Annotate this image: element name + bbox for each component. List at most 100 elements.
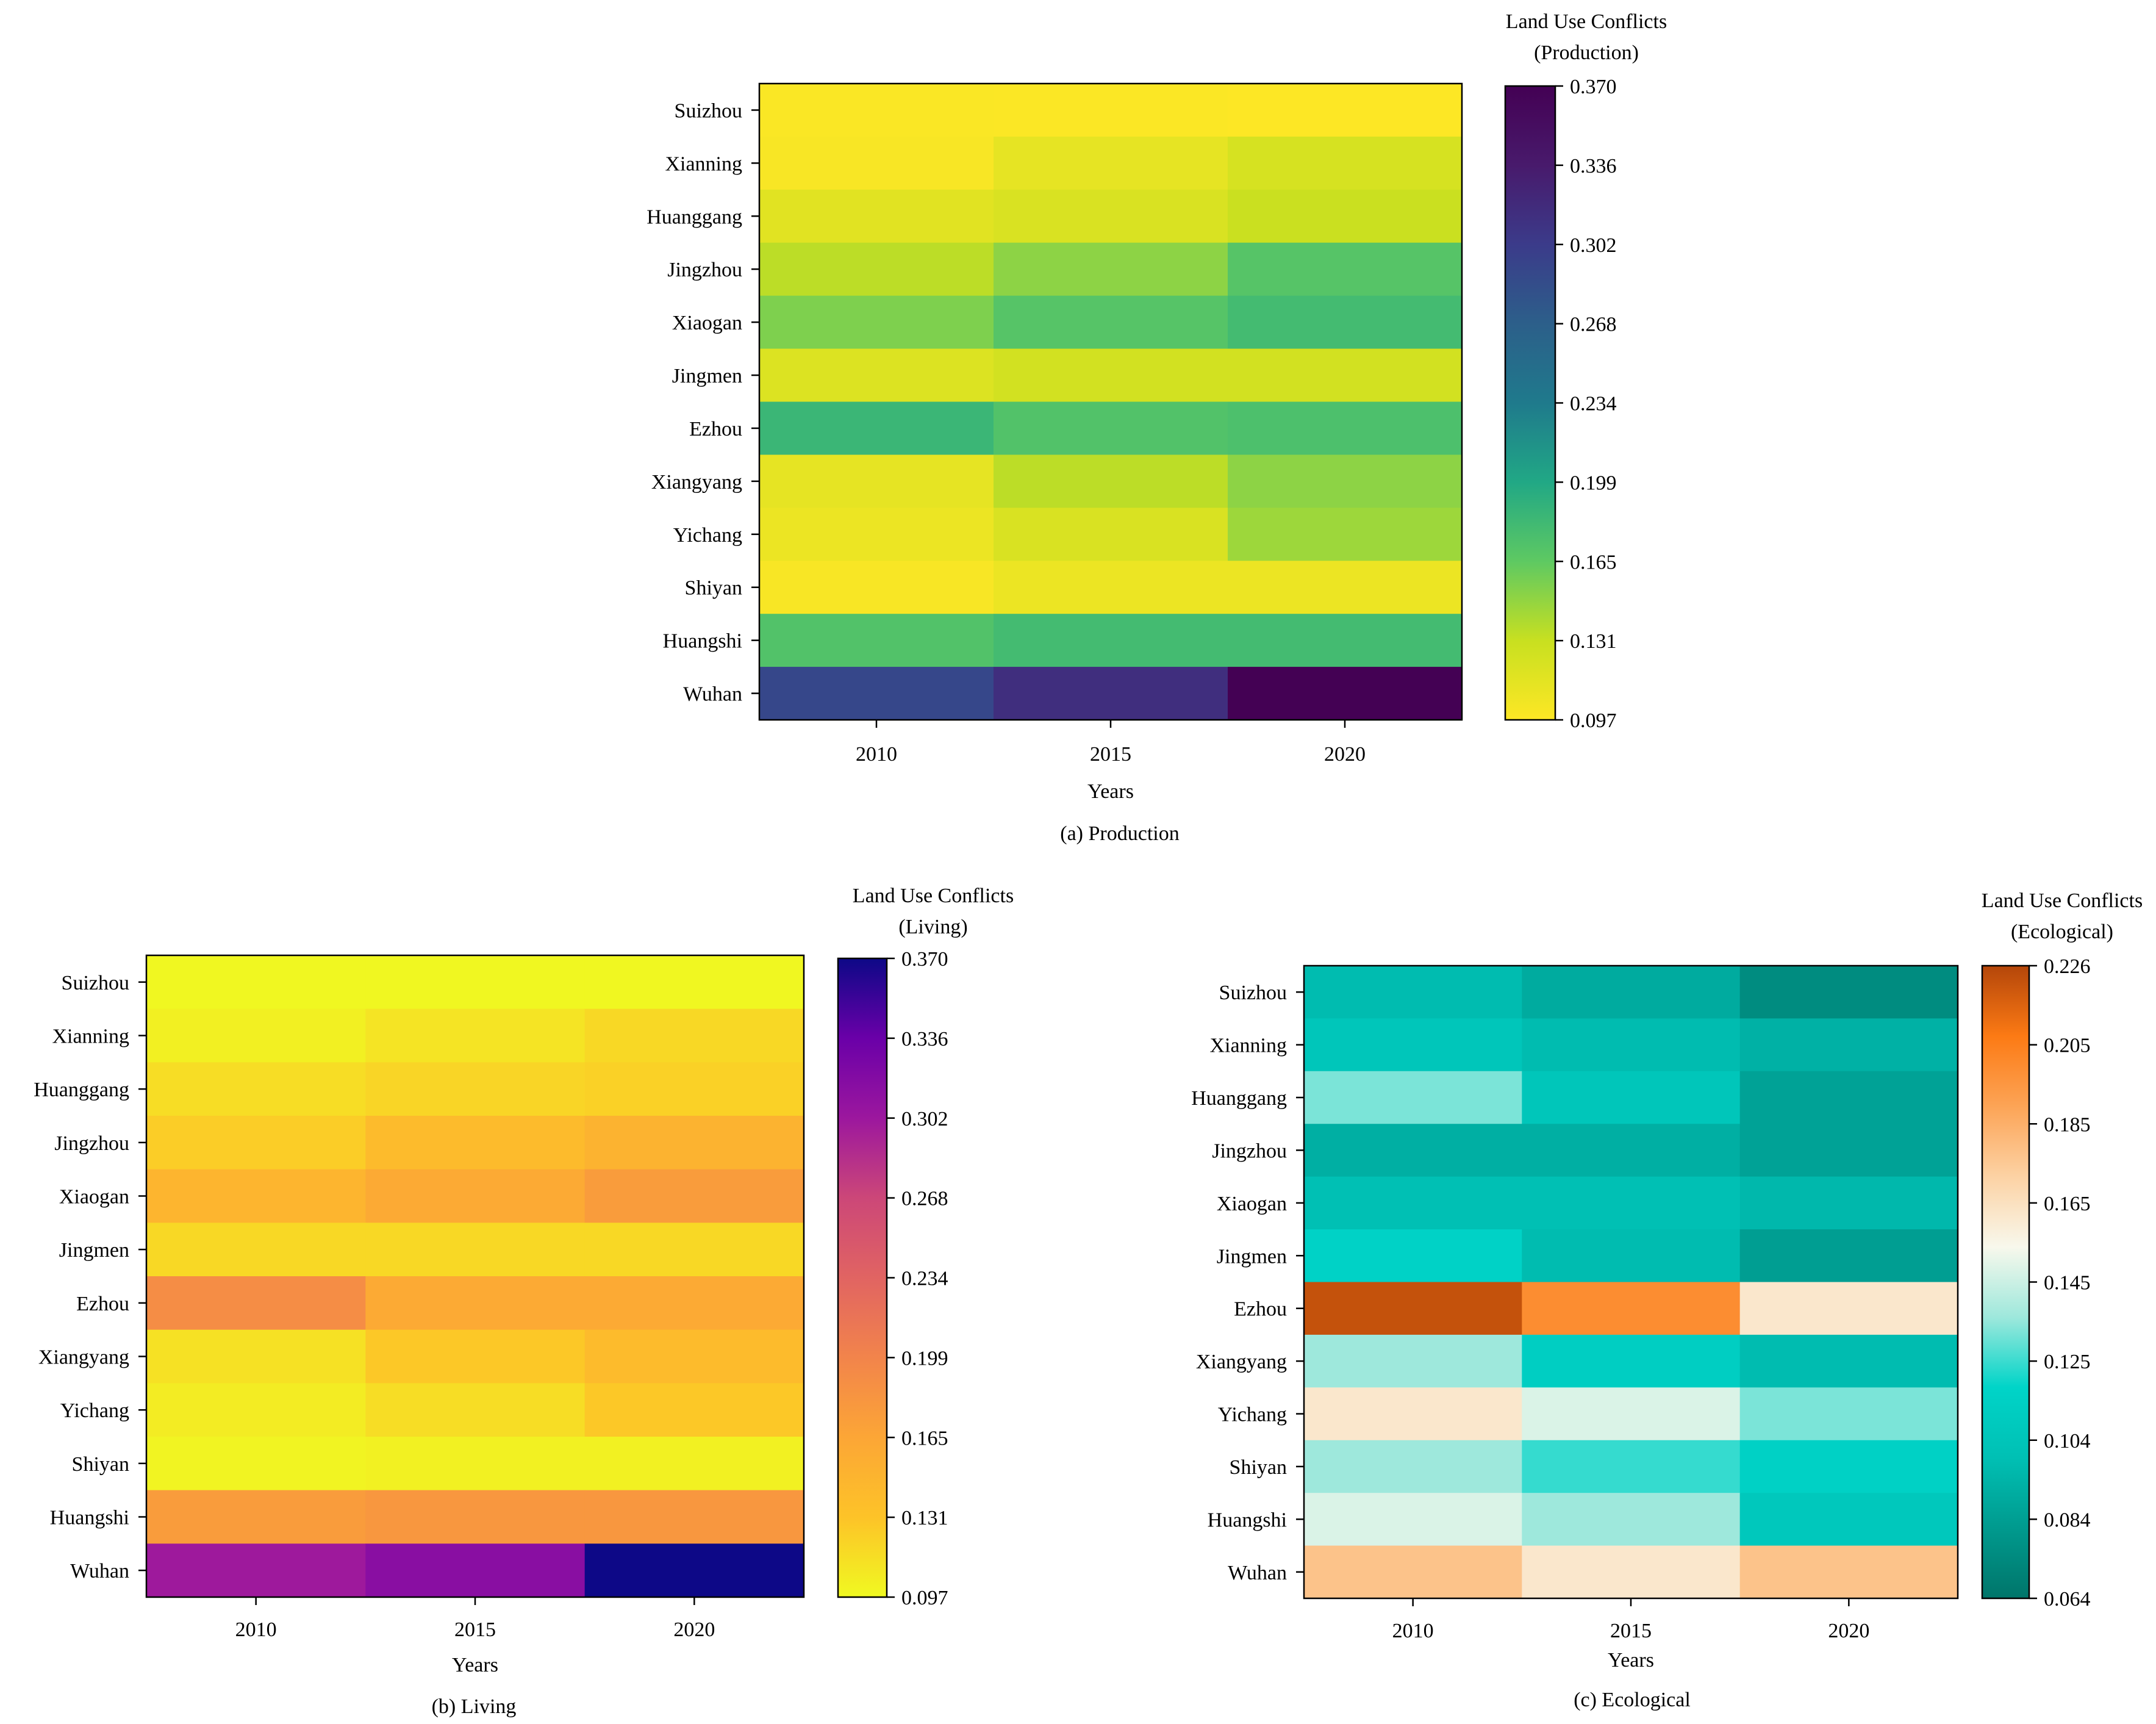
production-cell-xianning-2015	[994, 136, 1228, 190]
ecological-y-tick-label: Xiaogan	[1217, 1193, 1287, 1215]
production-cell-xiaogan-2020	[1228, 295, 1463, 350]
ecological-cell-wuhan-2020	[1739, 1545, 1958, 1599]
production-cell-jingmen-2010	[759, 348, 994, 403]
production-y-tick-label: Xianning	[665, 153, 742, 175]
ecological-x-tick-label: 2020	[1828, 1620, 1869, 1642]
ecological-cell-xiangyang-2020	[1739, 1334, 1958, 1388]
living-cell-wuhan-2015	[365, 1543, 586, 1598]
ecological-cell-yichang-2010	[1304, 1387, 1522, 1441]
ecological-cell-huanggang-2010	[1304, 1071, 1522, 1124]
ecological-cell-jingzhou-2020	[1739, 1124, 1958, 1177]
ecological-cell-xiaogan-2020	[1739, 1176, 1958, 1230]
production-cell-jingmen-2020	[1228, 348, 1463, 403]
living-y-tick-label: Xiangyang	[38, 1346, 129, 1369]
living-cell-jingmen-2015	[365, 1223, 586, 1277]
ecological-cell-ezhou-2010	[1304, 1282, 1522, 1335]
production-y-tick-label: Wuhan	[683, 683, 742, 706]
living-cell-xiangyang-2015	[365, 1329, 586, 1384]
production-cell-huanggang-2010	[759, 189, 994, 243]
living-cell-yichang-2020	[584, 1383, 804, 1437]
production-colorbar-tick-label: 0.097	[1570, 709, 1617, 732]
production-cell-xiangyang-2010	[759, 454, 994, 508]
living-cell-wuhan-2020	[584, 1543, 804, 1598]
production-cell-jingmen-2015	[994, 348, 1228, 403]
ecological-y-tick-label: Jingmen	[1217, 1245, 1287, 1268]
living-colorbar-tick-label: 0.097	[901, 1587, 948, 1609]
production-colorbar-tick-label: 0.199	[1570, 472, 1617, 494]
living-cell-xiaogan-2020	[584, 1169, 804, 1223]
ecological-colorbar-tick-label: 0.226	[2044, 955, 2091, 978]
production-cell-suizhou-2015	[994, 84, 1228, 137]
living-y-tick-label: Xiaogan	[59, 1186, 129, 1209]
production-colorbar-tick-label: 0.302	[1570, 234, 1617, 257]
living-y-tick-label: Jingzhou	[54, 1132, 129, 1155]
ecological-cell-ezhou-2015	[1522, 1282, 1741, 1335]
production-y-tick-label: Ezhou	[689, 418, 742, 440]
ecological-colorbar-tick-label: 0.125	[2044, 1351, 2091, 1373]
living-cell-jingzhou-2020	[584, 1116, 804, 1170]
production-cell-huanggang-2020	[1228, 189, 1463, 243]
ecological-cell-huangshi-2015	[1522, 1493, 1741, 1546]
ecological-colorbar-tick-label: 0.145	[2044, 1272, 2091, 1295]
ecological-cell-jingzhou-2015	[1522, 1124, 1741, 1177]
ecological-colorbar-title: Land Use Conflicts	[1982, 889, 2143, 912]
living-cell-huanggang-2010	[146, 1062, 366, 1116]
ecological-cell-xiaogan-2015	[1522, 1176, 1741, 1230]
living-cell-shiyan-2010	[146, 1437, 366, 1491]
ecological-cell-huanggang-2020	[1739, 1071, 1958, 1124]
production-cell-shiyan-2010	[759, 561, 994, 614]
living-cell-suizhou-2015	[365, 955, 586, 1010]
ecological-cell-ezhou-2020	[1739, 1282, 1958, 1335]
production-cell-xiangyang-2020	[1228, 454, 1463, 508]
living-y-tick-label: Wuhan	[70, 1560, 129, 1582]
living-cell-huangshi-2015	[365, 1490, 586, 1544]
ecological-x-tick-label: 2015	[1610, 1620, 1652, 1642]
production-cell-ezhou-2015	[994, 401, 1228, 456]
living-y-tick-label: Huangshi	[50, 1507, 129, 1529]
production-colorbar-tick-label: 0.234	[1570, 393, 1617, 415]
production-y-tick-label: Shiyan	[685, 577, 742, 600]
ecological-cell-suizhou-2015	[1522, 966, 1741, 1019]
ecological-y-tick-label: Wuhan	[1228, 1562, 1287, 1584]
living-colorbar-tick-label: 0.302	[901, 1108, 948, 1130]
ecological-cell-wuhan-2015	[1522, 1545, 1741, 1599]
production-cell-xiaogan-2015	[994, 295, 1228, 350]
ecological-cell-huangshi-2020	[1739, 1493, 1958, 1546]
living-colorbar-tick-label: 0.268	[901, 1188, 948, 1210]
production-colorbar-tick-label: 0.268	[1570, 314, 1617, 336]
ecological-y-tick-label: Jingzhou	[1212, 1140, 1287, 1162]
ecological-y-tick-label: Ezhou	[1234, 1298, 1287, 1321]
ecological-cell-huangshi-2010	[1304, 1493, 1522, 1546]
ecological-y-tick-label: Shiyan	[1230, 1456, 1287, 1479]
production-cell-xiaogan-2010	[759, 295, 994, 350]
ecological-caption: (c) Ecological	[1574, 1689, 1691, 1711]
living-y-tick-label: Suizhou	[62, 972, 129, 994]
production-cell-huangshi-2010	[759, 614, 994, 667]
production-y-tick-label: Suizhou	[675, 99, 742, 122]
production-y-tick-label: Xiaogan	[672, 312, 742, 334]
ecological-y-tick-label: Suizhou	[1219, 982, 1287, 1004]
living-colorbar-tick-label: 0.370	[901, 948, 948, 971]
production-cell-wuhan-2015	[994, 667, 1228, 720]
living-cell-shiyan-2020	[584, 1437, 804, 1491]
ecological-cell-xiaogan-2010	[1304, 1176, 1522, 1230]
living-colorbar-subtitle: (Living)	[898, 916, 967, 938]
living-cell-xiangyang-2020	[584, 1329, 804, 1384]
ecological-cell-yichang-2015	[1522, 1387, 1741, 1441]
living-cell-xianning-2015	[365, 1008, 586, 1063]
living-cell-shiyan-2015	[365, 1437, 586, 1491]
ecological-cell-xiangyang-2015	[1522, 1334, 1741, 1388]
production-y-tick-label: Huangshi	[663, 630, 742, 653]
production-cell-yichang-2020	[1228, 508, 1463, 561]
ecological-y-tick-label: Xiangyang	[1196, 1351, 1287, 1373]
ecological-y-tick-label: Xianning	[1209, 1035, 1287, 1057]
living-x-tick-label: 2020	[673, 1618, 715, 1641]
ecological-colorbar-tick-label: 0.084	[2044, 1509, 2091, 1531]
ecological-cell-shiyan-2015	[1522, 1440, 1741, 1493]
ecological-cell-xianning-2020	[1739, 1018, 1958, 1072]
living-cell-jingmen-2010	[146, 1223, 366, 1277]
production-colorbar-tick-label: 0.370	[1570, 76, 1617, 98]
living-cell-wuhan-2010	[146, 1543, 366, 1598]
ecological-colorbar-tick-label: 0.185	[2044, 1113, 2091, 1136]
ecological-colorbar-tick-label: 0.205	[2044, 1035, 2091, 1057]
